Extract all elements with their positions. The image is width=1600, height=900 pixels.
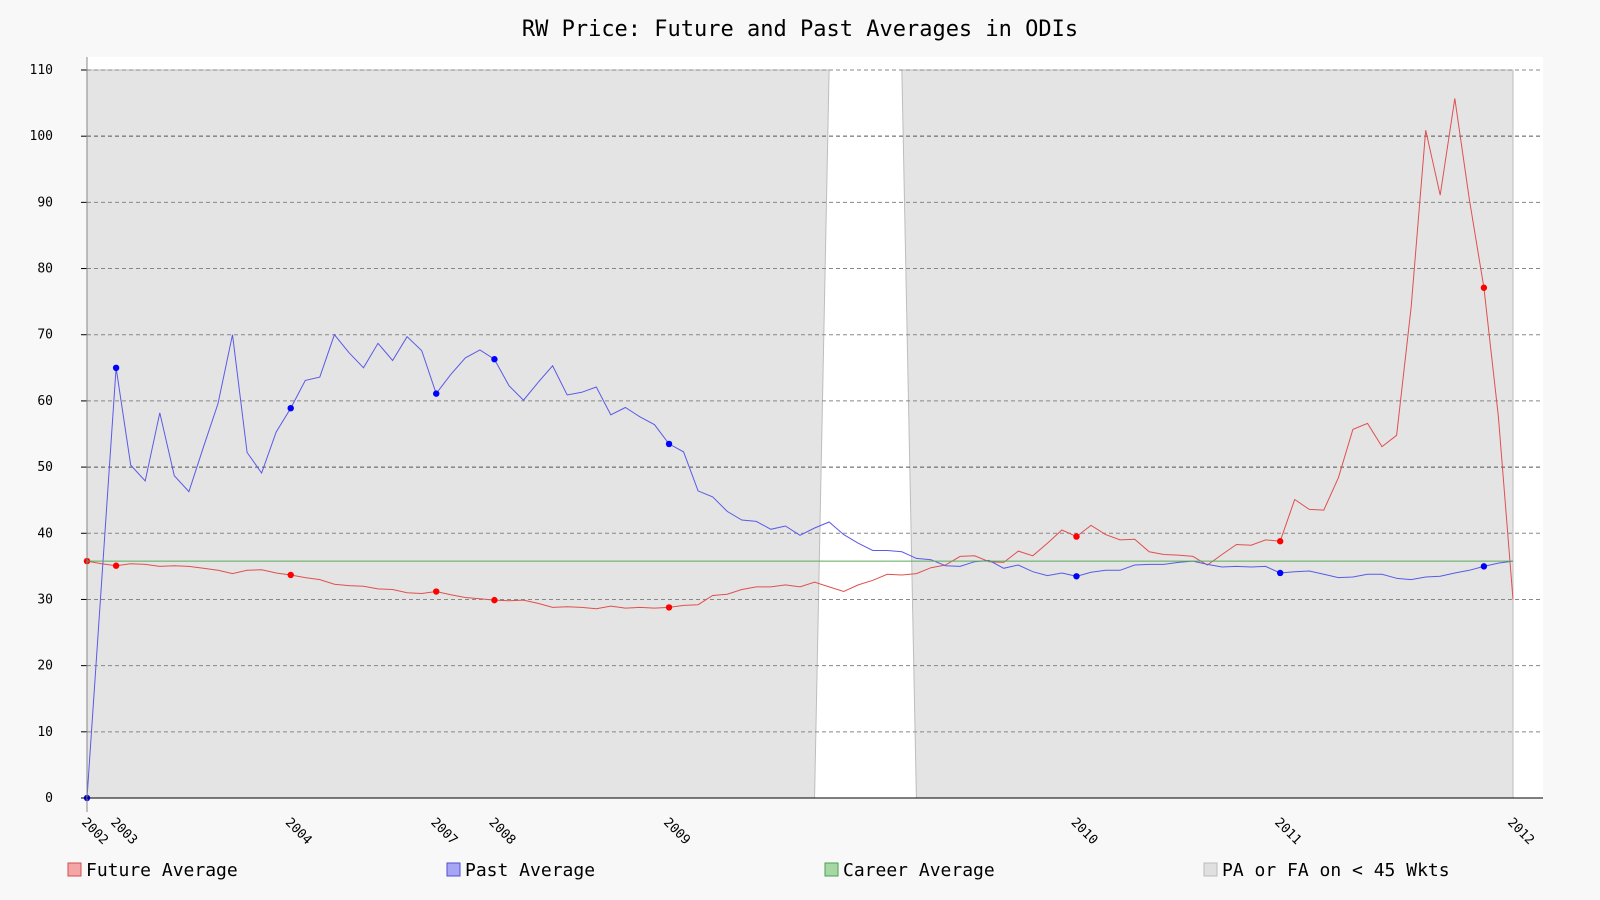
x-tick-label: 2009: [660, 815, 693, 848]
legend-label: Career Average: [843, 860, 995, 881]
data-point: [112, 364, 120, 372]
legend-swatch: [446, 862, 461, 877]
series-layer: [83, 98, 1514, 802]
legend-swatch: [824, 862, 839, 877]
x-tick-label: 2007: [427, 815, 460, 848]
legend-item: Future Average: [67, 860, 238, 881]
x-tick-label: 2008: [486, 815, 519, 848]
legend-label: Past Average: [465, 860, 595, 881]
y-tick-label: 80: [37, 262, 53, 277]
legend-item: Career Average: [824, 860, 995, 881]
x-tick-label: 2011: [1271, 815, 1304, 848]
data-point: [1480, 284, 1488, 291]
y-tick-label: 100: [30, 129, 53, 144]
y-tick-label: 40: [37, 526, 53, 541]
shaded-region: [86, 69, 1514, 799]
y-tick-label: 90: [37, 195, 53, 210]
grid: [87, 69, 1543, 733]
data-point: [1276, 569, 1284, 577]
x-tick-label: 2003: [107, 815, 140, 848]
x-tick-label: 2004: [282, 815, 315, 848]
x-tick-label: 2010: [1068, 815, 1101, 848]
legend: Future Average Past Average Career Average…: [67, 860, 1450, 881]
data-point: [491, 356, 498, 363]
legend-swatch: [1203, 862, 1218, 877]
data-point: [665, 440, 673, 448]
data-point: [287, 404, 294, 412]
y-tick-label: 10: [37, 725, 53, 740]
chart-title: RW Price: Future and Past Averages in OD…: [522, 17, 1078, 42]
x-tick-label: 2012: [1504, 815, 1537, 848]
y-tick-label: 0: [45, 791, 53, 806]
data-point: [287, 571, 294, 579]
data-point: [433, 588, 440, 595]
y-tick-label: 50: [37, 460, 53, 475]
legend-label: Future Average: [86, 860, 238, 881]
data-point: [112, 562, 120, 569]
data-point: [665, 604, 673, 611]
series-line-future-average: [86, 98, 1514, 610]
legend-label: PA or FA on < 45 Wkts: [1222, 860, 1450, 881]
y-tick-label: 30: [37, 592, 53, 607]
shaded-region-left: [86, 69, 830, 799]
data-point: [433, 390, 440, 397]
data-point: [1276, 538, 1284, 545]
data-point: [1073, 533, 1080, 540]
legend-item: PA or FA on < 45 Wkts: [1203, 860, 1450, 881]
legend-item: Past Average: [446, 860, 595, 881]
x-tick-label: 2002: [78, 815, 111, 848]
data-point: [491, 596, 498, 604]
data-point: [1480, 563, 1488, 570]
y-tick-label: 70: [37, 328, 53, 343]
y-tick-label: 60: [37, 394, 53, 409]
y-tick-label: 110: [30, 63, 53, 78]
y-tick-label: 20: [37, 659, 53, 674]
legend-swatch: [67, 862, 82, 877]
data-point: [1073, 573, 1080, 580]
